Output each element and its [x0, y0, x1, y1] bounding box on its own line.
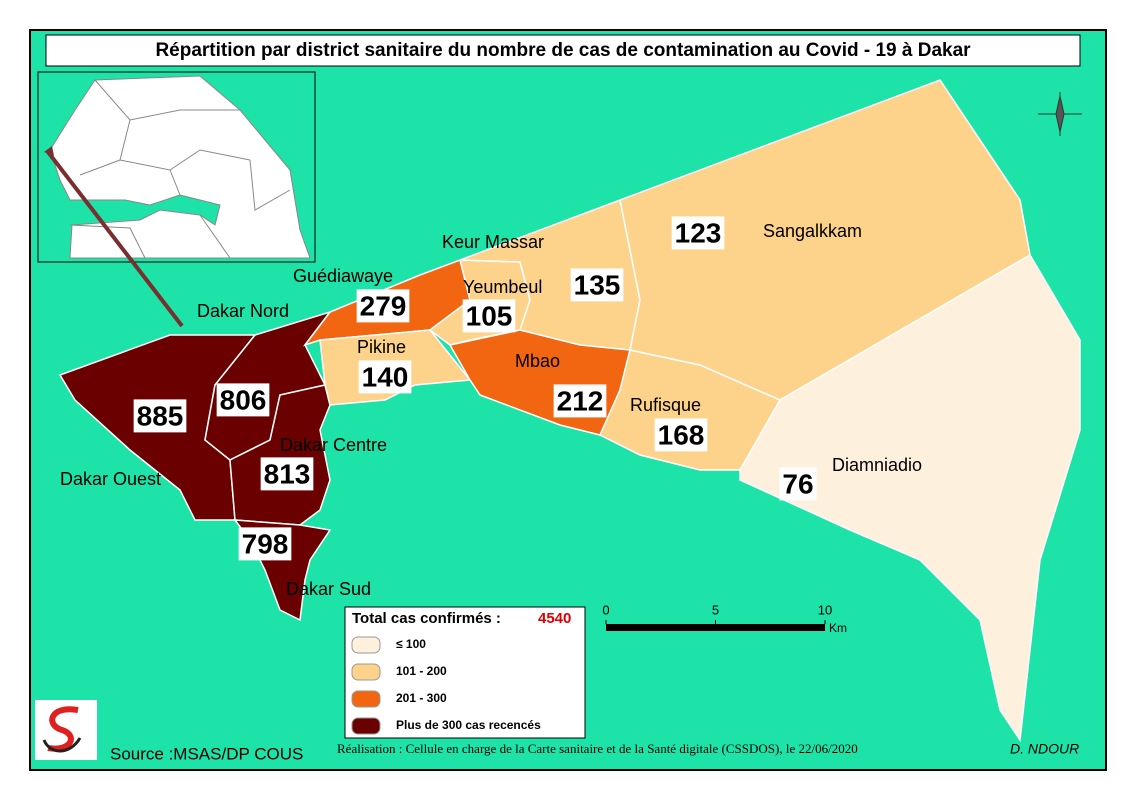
district-name: Dakar Nord [197, 301, 289, 321]
legend-swatch [351, 690, 381, 708]
count-box [462, 299, 516, 333]
scale-bar [606, 624, 825, 631]
district-count: 105 [466, 300, 513, 331]
title: Répartition par district sanitaire du no… [155, 40, 971, 61]
inset-marker [44, 146, 54, 156]
district-count: 168 [658, 419, 705, 450]
scale-ticks: 0 5 10 [602, 602, 832, 624]
legend-label: 101 - 200 [396, 664, 447, 678]
district-name: Guédiawaye [293, 266, 393, 286]
inset-land [49, 75, 311, 259]
district-area [739, 253, 1081, 743]
scale-tick-label: 5 [712, 602, 719, 617]
count-box [216, 383, 270, 417]
legend-swatch [351, 717, 381, 735]
district-count: 279 [360, 290, 407, 321]
inset-borders [69, 79, 291, 259]
count-box [260, 457, 314, 491]
inset-pointer [46, 150, 184, 328]
district-name: Pikine [357, 337, 406, 357]
legend-label: ≤ 100 [396, 637, 426, 651]
count-box [238, 527, 292, 561]
scale-tick-label: 0 [602, 602, 609, 617]
district-name: Dakar Sud [286, 579, 371, 599]
district-count: 76 [782, 468, 813, 499]
district-name: Diamniadio [832, 455, 922, 475]
legend-swatch [351, 636, 381, 654]
district-name: Keur Massar [442, 232, 544, 252]
title-box [45, 34, 1081, 67]
author: D. NDOUR [1010, 741, 1079, 757]
district-name: Dakar Centre [280, 435, 387, 455]
count-box [779, 467, 817, 501]
district-count: 813 [264, 458, 311, 489]
district-count: 885 [137, 400, 184, 431]
district-count: 135 [574, 269, 621, 300]
district-count: 140 [362, 361, 409, 392]
count-box [654, 418, 708, 452]
district-count: 806 [220, 384, 267, 415]
legend-label: Plus de 300 cas recencés [396, 718, 541, 732]
district-count: 123 [675, 217, 722, 248]
compass [1038, 92, 1082, 136]
district-name: Sangalkkam [763, 221, 862, 241]
district-count: 212 [557, 385, 604, 416]
legend-label: 201 - 300 [396, 691, 447, 705]
district-name: Dakar Ouest [60, 469, 161, 489]
district-name: Rufisque [630, 395, 701, 415]
count-box [570, 268, 624, 302]
legend-classes: ≤ 100 101 - 200 201 - 300 Plus de 300 cas r… [351, 636, 541, 735]
logo-arc [42, 737, 82, 753]
district-name: Mbao [515, 351, 560, 371]
districts: Dakar Ouest 885 Dakar Nord 806 Dakar Centre 8… [58, 79, 1081, 743]
scale-unit: Km [829, 621, 847, 635]
count-box [356, 289, 410, 323]
source: Source :MSAS/DP COUS [110, 744, 303, 763]
legend-swatch [351, 663, 381, 681]
credit: Réalisation : Cellule en charge de la Ca… [337, 741, 858, 756]
legend-box [344, 606, 586, 739]
district-name: Yeumbeul [463, 277, 542, 297]
count-box [133, 399, 187, 433]
legend-total: 4540 [538, 610, 571, 627]
count-box [553, 384, 607, 418]
legend-title: Total cas confirmés : [352, 610, 501, 627]
scale-tick-label: 10 [818, 602, 832, 617]
logo [47, 706, 79, 752]
count-box [358, 360, 412, 394]
count-box [671, 216, 725, 250]
district-count: 798 [242, 528, 289, 559]
